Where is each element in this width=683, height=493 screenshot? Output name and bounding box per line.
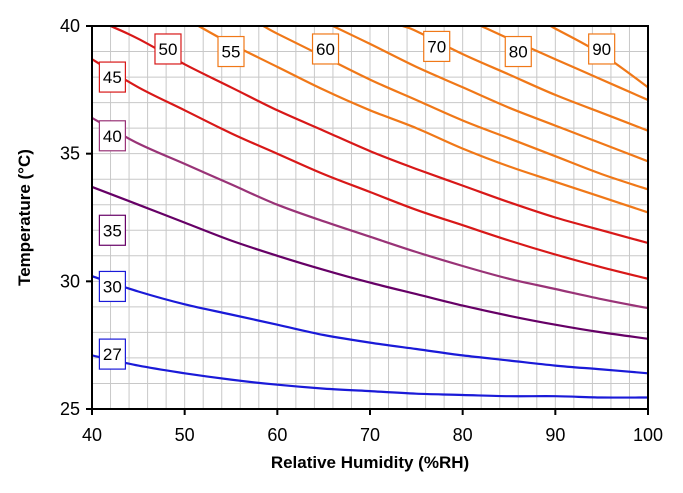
series-label-27: 27 xyxy=(98,338,126,370)
series-label-box xyxy=(98,61,126,93)
series-label-80: 80 xyxy=(504,35,532,68)
y-axis-title: Temperature (°C) xyxy=(15,149,34,286)
y-tick-label: 40 xyxy=(60,16,80,36)
series-label-text: 50 xyxy=(159,40,178,59)
y-tick-labels: 25 30 35 40 xyxy=(60,16,80,419)
x-tick-label: 70 xyxy=(360,425,380,445)
x-tick-label: 40 xyxy=(82,425,102,445)
x-tick-label: 80 xyxy=(453,425,473,445)
x-axis-title: Relative Humidity (%RH) xyxy=(271,453,469,472)
series-label-text: 40 xyxy=(103,127,122,146)
series-line-30 xyxy=(92,275,648,375)
labels-layer: 27 30 35 40 45 50 55 60 70 80 90 xyxy=(98,30,616,370)
series-label-text: 70 xyxy=(427,37,446,56)
series-label-45: 45 xyxy=(98,61,126,93)
series-label-text: 45 xyxy=(103,68,122,87)
series-label-30: 30 xyxy=(98,270,126,303)
y-tick-label: 30 xyxy=(60,271,80,291)
series-label-text: 35 xyxy=(103,221,122,240)
series-label-box xyxy=(154,33,182,65)
series-line-40 xyxy=(92,116,648,310)
series-label-text: 55 xyxy=(222,43,241,62)
series-line-27 xyxy=(92,354,648,399)
series-label-box xyxy=(217,35,245,68)
series-line-45 xyxy=(92,58,648,280)
y-tick-label: 35 xyxy=(60,144,80,164)
series-layer xyxy=(92,26,648,399)
series-label-box xyxy=(311,33,340,65)
series-label-box xyxy=(588,33,616,65)
series-label-text: 60 xyxy=(316,40,335,59)
plot-frame xyxy=(91,25,649,410)
series-label-box xyxy=(98,120,126,152)
series-label-box xyxy=(504,35,532,68)
series-label-60: 60 xyxy=(311,33,340,65)
x-tick-label: 50 xyxy=(175,425,195,445)
series-label-90: 90 xyxy=(588,33,616,65)
x-tick-label: 90 xyxy=(545,425,565,445)
series-label-50: 50 xyxy=(154,33,182,65)
series-line-80 xyxy=(402,26,648,132)
series-label-40: 40 xyxy=(98,120,126,152)
x-tick-label: 60 xyxy=(267,425,287,445)
series-label-text: 27 xyxy=(103,345,122,364)
y-tick-label: 25 xyxy=(60,399,80,419)
series-label-box xyxy=(98,270,126,303)
series-line-55 xyxy=(198,26,648,214)
grid-minor xyxy=(91,25,649,410)
series-label-box xyxy=(98,338,126,370)
series-label-70: 70 xyxy=(423,30,451,63)
x-tick-label: 100 xyxy=(633,425,663,445)
series-line-50 xyxy=(110,26,648,245)
x-tick-labels: 40 50 60 70 80 90 100 xyxy=(82,425,663,445)
series-label-55: 55 xyxy=(217,35,245,68)
series-line-90 xyxy=(480,26,648,102)
series-line-60 xyxy=(262,26,648,191)
series-label-box xyxy=(423,30,451,63)
series-line-70 xyxy=(332,26,648,163)
series-label-35: 35 xyxy=(98,214,126,246)
series-label-text: 80 xyxy=(509,43,528,62)
series-line-35 xyxy=(92,185,648,340)
series-label-text: 90 xyxy=(592,40,611,59)
series-label-box xyxy=(98,214,126,246)
series-line-unlabeled-11 xyxy=(549,26,648,89)
series-label-text: 30 xyxy=(103,277,122,296)
